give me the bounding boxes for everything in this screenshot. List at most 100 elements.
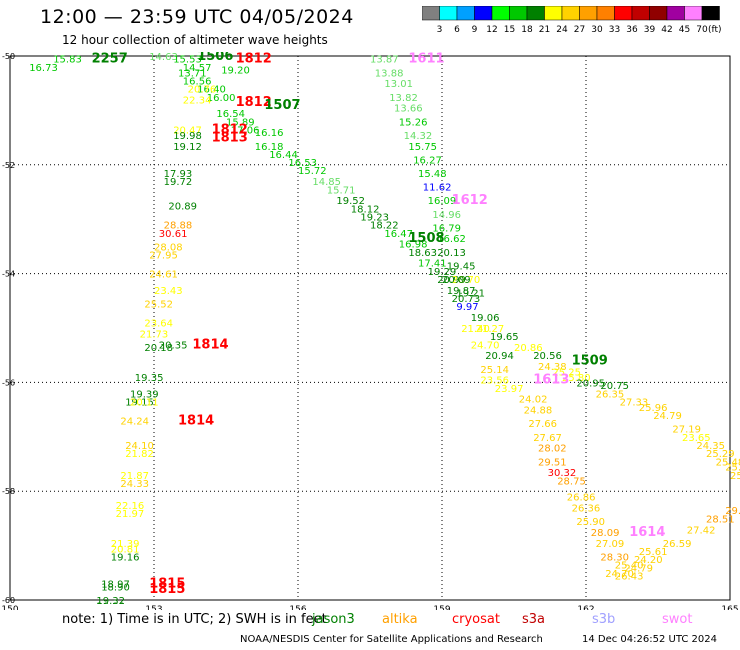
wave-height-point: 9.97 — [456, 302, 478, 313]
wave-height-point: 20.11 — [130, 397, 159, 408]
wave-height-point: 26.36 — [572, 504, 601, 515]
pass-time-label: 1509 — [572, 354, 608, 369]
wave-height-point: 13.88 — [375, 68, 404, 79]
wave-height-point: 19.35 — [135, 373, 164, 384]
wave-height-point: 25.29 — [706, 449, 735, 460]
wave-height-point: 20.76 — [188, 85, 217, 96]
wave-height-point: 14.85 — [312, 177, 341, 188]
pass-time-label: 1812 — [236, 95, 272, 110]
wave-height-point: 21.97 — [116, 509, 145, 520]
wave-height-point: 21.87 — [120, 471, 149, 482]
wave-height-point: 24.70 — [471, 340, 500, 351]
wave-height-point: 15.72 — [298, 166, 327, 177]
wave-height-point: 25.96 — [639, 403, 668, 414]
wave-height-point: 24.10 — [125, 441, 154, 452]
wave-height-point: 25.50 — [730, 471, 740, 482]
wave-height-point: 20.94 — [485, 351, 514, 362]
wave-height-point: 14.32 — [404, 131, 433, 142]
wave-height-point: 27.19 — [672, 425, 701, 436]
mission-cryosat: cryosat — [452, 612, 500, 627]
mission-s3b: s3b — [592, 612, 616, 627]
wave-height-point: 19.15 — [125, 397, 154, 408]
wave-height-point: 20.75 — [600, 381, 629, 392]
colorbar-tick-label: 27 — [574, 25, 585, 35]
wave-height-point: 22.16 — [116, 501, 145, 512]
colorbar-tick-label: 21 — [539, 25, 550, 35]
wave-height-point: 19.12 — [173, 142, 202, 153]
pass-time-label: 1613 — [533, 373, 569, 388]
wave-height-point: 15.53 — [173, 55, 202, 66]
wave-height-point: 18.12 — [351, 204, 380, 215]
y-tick-label: -60 — [2, 596, 15, 605]
wave-height-point: 20.95 — [576, 378, 605, 389]
x-tick-label: 165 — [721, 605, 738, 610]
wave-height-point: 21.27 — [476, 324, 505, 335]
y-tick-label: -50 — [2, 52, 15, 61]
colorbar-tick-label: 39 — [644, 25, 656, 35]
y-tick-label: -52 — [2, 161, 15, 170]
pass-time-label: 1611 — [408, 52, 444, 67]
wave-height-point: 20.89 — [168, 202, 197, 213]
wave-height-point: 17.41 — [418, 259, 447, 270]
wave-height-point: 27.42 — [687, 525, 716, 536]
chart-title: 12:00 — 23:59 UTC 04/05/2024 — [40, 6, 354, 28]
wave-height-point: 24.24 — [120, 416, 149, 427]
wave-height-point: 16.62 — [437, 234, 466, 245]
y-tick-label: -58 — [2, 487, 15, 496]
wave-height-point: 15.26 — [399, 117, 428, 128]
wave-height-point: 21.82 — [125, 449, 154, 460]
wave-height-point: 16.16 — [255, 128, 284, 139]
pass-time-label: 1612 — [452, 193, 488, 208]
wave-height-point: 24.61 — [149, 270, 178, 281]
pass-time-label: 1815 — [149, 582, 185, 597]
wave-height-point: 19.32 — [96, 596, 125, 607]
wave-height-point: 28.75 — [557, 476, 586, 487]
pass-time-label: 1812 — [236, 52, 272, 67]
wave-height-point: 25.25 — [552, 368, 581, 379]
mission-swot: swot — [662, 612, 693, 627]
wave-height-point: 28.51 — [706, 514, 735, 525]
wave-height-point: 16.54 — [216, 109, 245, 120]
wave-height-point: 22.34 — [183, 96, 212, 107]
wave-height-point: 19.06 — [471, 313, 500, 324]
wave-height-chart: 150 153 156 159 162 165 -50 -52 -54 -56 -58 -60 16.7… — [1, 52, 740, 610]
mission-legend: jason3 altika cryosat s3a s3b swot — [312, 612, 732, 628]
wave-height-point: 14.63 — [149, 52, 178, 63]
wave-height-point: 20.90 — [96, 601, 125, 610]
wave-height-point: 28.08 — [154, 242, 183, 253]
colorbar-tick-label: 36 — [626, 25, 638, 35]
wave-height-point: 20.70 — [452, 275, 481, 286]
wave-height-point: 20.81 — [111, 544, 140, 555]
wave-height-point: 13.01 — [384, 79, 413, 90]
wave-height-point: 20.35 — [159, 340, 188, 351]
wave-height-point: 21.40 — [461, 324, 490, 335]
wave-height-point: 15.75 — [408, 142, 437, 153]
wave-height-point: 16.53 — [288, 158, 317, 169]
footer-organization: NOAA/NESDIS Center for Satellite Applica… — [240, 634, 543, 645]
pass-time-label: 1614 — [629, 525, 665, 540]
wave-height-point: 24.79 — [653, 411, 682, 422]
wave-height-point: 26.35 — [596, 389, 625, 400]
wave-height-point: 13.71 — [178, 68, 207, 79]
wave-height-point: 23.43 — [154, 286, 183, 297]
wave-height-point: 25.61 — [639, 547, 668, 558]
colorbar-legend: 3 6 9 12 15 18 21 24 27 30 33 36 39 42 45 70 (ft) — [422, 6, 722, 35]
colorbar-tick-label: 6 — [454, 25, 460, 35]
wave-height-point: 24.33 — [120, 479, 149, 490]
wave-height-point: 16.40 — [197, 85, 226, 96]
wave-height-point: 16.79 — [432, 223, 461, 234]
colorbar-tick-label: 30 — [591, 25, 603, 35]
wave-height-point: 15.71 — [327, 185, 356, 196]
wave-height-point: 24.88 — [524, 406, 553, 417]
wave-height-point: 19.65 — [490, 332, 519, 343]
wave-height-point: 20.18 — [144, 343, 173, 354]
x-tick-label: 153 — [145, 605, 162, 610]
wave-height-point: 16.44 — [269, 150, 298, 161]
wave-height-point: 25.58 — [725, 463, 740, 474]
wave-height-point: 25.40 — [615, 561, 644, 572]
wave-height-point: 20.56 — [533, 351, 562, 362]
wave-height-point: 27.67 — [533, 433, 562, 444]
colorbar-swatch — [701, 6, 720, 21]
wave-height-point: 25.48 — [716, 457, 740, 468]
wave-height-point: 19.23 — [360, 212, 389, 223]
